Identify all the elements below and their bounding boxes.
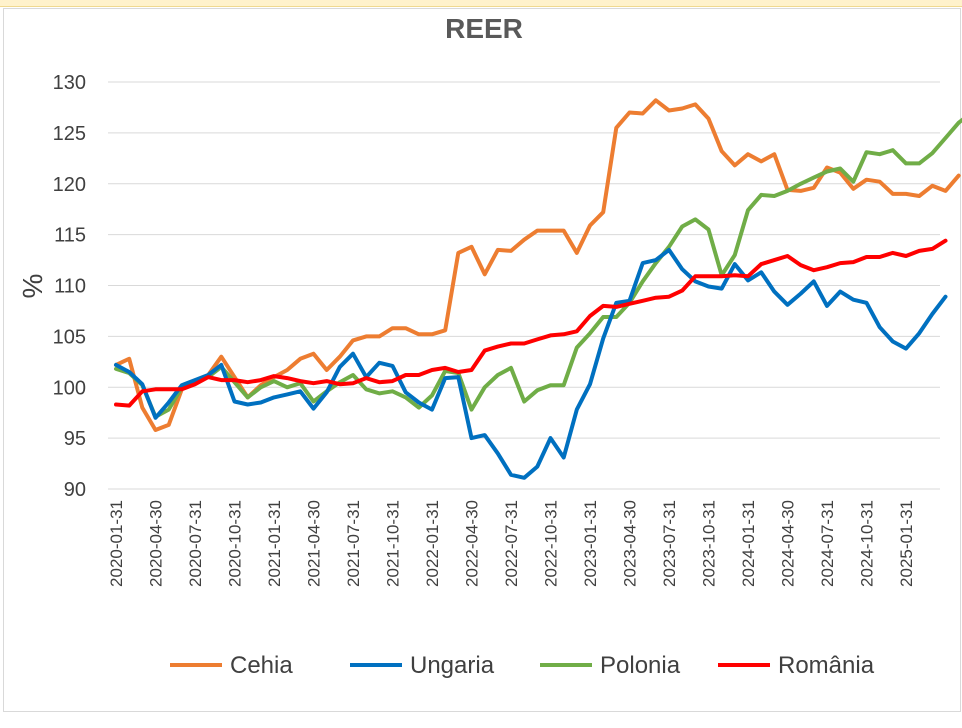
x-tick-label: 2020-07-31 xyxy=(186,500,205,587)
legend-label: Cehia xyxy=(230,652,293,679)
x-tick-label: 2023-07-31 xyxy=(660,500,679,587)
x-tick-label: 2021-01-31 xyxy=(265,500,284,587)
y-tick-label: 110 xyxy=(54,276,86,298)
x-tick-label: 2022-04-30 xyxy=(463,500,482,587)
series-line-ungaria xyxy=(114,247,948,480)
y-axis-label: % xyxy=(17,274,48,299)
x-tick-label: 2022-01-31 xyxy=(423,500,442,587)
x-tick-label: 2021-04-30 xyxy=(305,500,324,587)
y-axis-ticks: 90 95 100 105 110 115 120 125 130 xyxy=(53,72,86,501)
x-tick-label: 2023-10-31 xyxy=(700,500,719,587)
x-tick-label: 2020-10-31 xyxy=(226,500,245,587)
x-tick-label: 2024-04-30 xyxy=(779,500,798,587)
x-tick-label: 2024-01-31 xyxy=(739,500,758,587)
y-tick-label: 130 xyxy=(53,72,86,94)
x-axis-ticks: 2020-01-31 2020-04-30 2020-07-31 2020-10-31… xyxy=(107,500,916,587)
y-tick-label: 95 xyxy=(64,428,86,450)
x-tick-label: 2025-01-31 xyxy=(897,500,916,587)
legend-label: Ungaria xyxy=(410,652,495,679)
y-tick-label: 120 xyxy=(53,174,86,196)
gridlines xyxy=(108,81,940,490)
chart-title: REER xyxy=(445,13,523,44)
x-tick-label: 2023-01-31 xyxy=(581,500,600,587)
legend-label: România xyxy=(778,652,875,679)
x-tick-label: 2020-04-30 xyxy=(147,500,166,587)
y-tick-label: 115 xyxy=(54,225,86,247)
legend: Cehia Ungaria Polonia România xyxy=(170,652,875,679)
x-tick-label: 2024-10-31 xyxy=(858,500,877,587)
x-tick-label: 2021-10-31 xyxy=(384,500,403,587)
y-tick-label: 100 xyxy=(53,377,86,399)
x-tick-label: 2020-01-31 xyxy=(107,500,126,587)
x-tick-label: 2023-04-30 xyxy=(621,500,640,587)
x-tick-label: 2021-07-31 xyxy=(344,500,363,587)
legend-label: Polonia xyxy=(600,652,681,679)
x-tick-label: 2022-10-31 xyxy=(542,500,561,587)
chart-frame xyxy=(3,8,961,712)
y-tick-label: 105 xyxy=(53,326,86,348)
series-line-românia xyxy=(114,238,948,408)
y-tick-label: 90 xyxy=(64,479,86,501)
series-lines xyxy=(114,98,962,480)
x-tick-label: 2022-07-31 xyxy=(502,500,521,587)
x-tick-label: 2024-07-31 xyxy=(818,500,837,587)
series-line-polonia xyxy=(114,117,962,419)
y-tick-label: 125 xyxy=(53,123,86,145)
top-strip xyxy=(0,0,962,7)
